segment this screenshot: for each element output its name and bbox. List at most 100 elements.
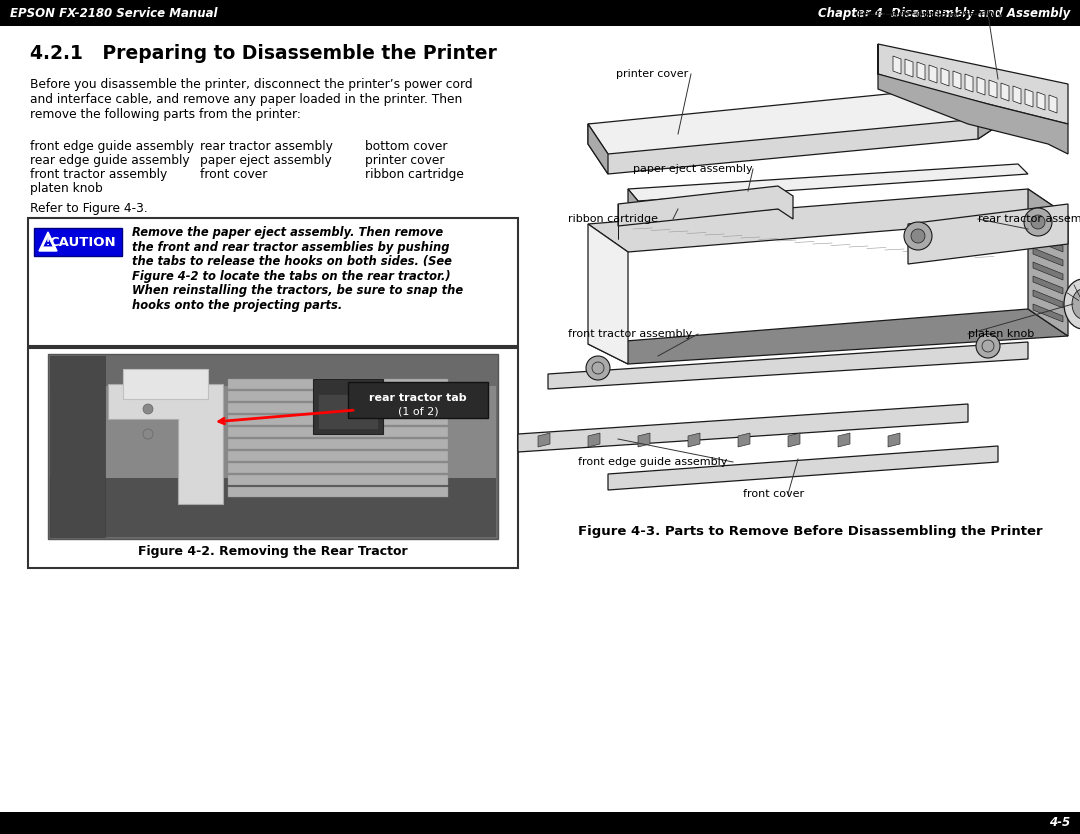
Text: front edge guide assembly: front edge guide assembly	[30, 140, 194, 153]
Polygon shape	[1032, 304, 1063, 322]
Text: rear tractor tab: rear tractor tab	[369, 393, 467, 403]
Bar	[28, 348, 518, 568]
Bar	[50, 386, 496, 478]
Polygon shape	[538, 433, 550, 447]
Polygon shape	[905, 59, 913, 77]
Bar	[33, 228, 122, 256]
Polygon shape	[588, 89, 993, 154]
Text: front tractor assembly: front tractor assembly	[568, 329, 692, 339]
Text: paper eject assembly: paper eject assembly	[200, 154, 332, 167]
Polygon shape	[1032, 290, 1063, 308]
Text: 4.2.1   Preparing to Disassemble the Printer: 4.2.1 Preparing to Disassemble the Print…	[30, 44, 497, 63]
Polygon shape	[929, 65, 937, 83]
Polygon shape	[978, 109, 993, 139]
Polygon shape	[1037, 92, 1045, 110]
Polygon shape	[966, 74, 973, 92]
Polygon shape	[548, 342, 1028, 389]
Polygon shape	[588, 433, 600, 447]
Polygon shape	[888, 433, 900, 447]
Bar	[228, 427, 448, 437]
Text: Figure 4-2. Removing the Rear Tractor: Figure 4-2. Removing the Rear Tractor	[138, 545, 408, 559]
Bar	[228, 439, 448, 449]
Text: front edge guide assembly: front edge guide assembly	[578, 457, 727, 467]
Polygon shape	[1013, 86, 1021, 104]
Circle shape	[1031, 215, 1045, 229]
Polygon shape	[1028, 189, 1068, 336]
Polygon shape	[588, 189, 1068, 252]
Bar	[48, 354, 498, 539]
Text: paper eject assembly: paper eject assembly	[633, 164, 753, 174]
Polygon shape	[941, 68, 949, 86]
Text: Figure 4-3. Parts to Remove Before Disassembling the Printer: Figure 4-3. Parts to Remove Before Disas…	[578, 525, 1043, 539]
Circle shape	[904, 222, 932, 250]
Polygon shape	[1032, 276, 1063, 294]
Text: When reinstalling the tractors, be sure to snap the: When reinstalling the tractors, be sure …	[132, 284, 463, 297]
Polygon shape	[1049, 95, 1057, 113]
Polygon shape	[1032, 262, 1063, 280]
Text: front cover: front cover	[200, 168, 268, 181]
Circle shape	[592, 362, 604, 374]
Polygon shape	[518, 404, 968, 452]
Polygon shape	[688, 433, 700, 447]
Polygon shape	[588, 309, 1068, 364]
Ellipse shape	[1064, 279, 1080, 329]
Text: the front and rear tractor assemblies by pushing: the front and rear tractor assemblies by…	[132, 240, 449, 254]
Bar	[348, 382, 488, 418]
Bar	[228, 403, 448, 413]
Text: ribbon cartridge: ribbon cartridge	[365, 168, 464, 181]
Text: printer cover: printer cover	[616, 69, 688, 79]
Bar	[228, 475, 448, 485]
Text: printer cover: printer cover	[365, 154, 445, 167]
Text: Chapter 4  Disassembly and Assembly: Chapter 4 Disassembly and Assembly	[818, 7, 1070, 19]
Ellipse shape	[1072, 289, 1080, 319]
Polygon shape	[627, 189, 638, 212]
Polygon shape	[738, 433, 750, 447]
Polygon shape	[908, 204, 1068, 264]
Text: Refer to Figure 4-3.: Refer to Figure 4-3.	[30, 202, 148, 215]
Circle shape	[143, 404, 153, 414]
Text: and interface cable, and remove any paper loaded in the printer. Then: and interface cable, and remove any pape…	[30, 93, 462, 106]
Polygon shape	[878, 44, 1068, 154]
Polygon shape	[1032, 248, 1063, 266]
Text: Figure 4-2 to locate the tabs on the rear tractor.): Figure 4-2 to locate the tabs on the rea…	[132, 269, 450, 283]
Text: ribbon cartridge: ribbon cartridge	[568, 214, 658, 224]
Polygon shape	[618, 186, 793, 226]
Bar	[50, 356, 105, 537]
Text: 4-5: 4-5	[1049, 816, 1070, 830]
Polygon shape	[588, 224, 627, 364]
Bar	[313, 379, 383, 434]
Polygon shape	[39, 232, 57, 251]
Text: rear edge guide assembly: rear edge guide assembly	[858, 9, 1003, 19]
Text: rear tractor assembly: rear tractor assembly	[978, 214, 1080, 224]
Bar	[0, 0, 1080, 26]
Bar	[28, 218, 518, 346]
Bar	[228, 463, 448, 473]
Polygon shape	[989, 80, 997, 98]
Circle shape	[1024, 208, 1052, 236]
Circle shape	[912, 229, 924, 243]
Bar	[50, 476, 496, 537]
Polygon shape	[878, 44, 1068, 124]
Polygon shape	[1025, 89, 1032, 107]
Bar	[0, 812, 1080, 834]
Text: hooks onto the projecting parts.: hooks onto the projecting parts.	[132, 299, 342, 312]
Bar	[228, 415, 448, 425]
Bar	[123, 369, 208, 399]
Text: rear edge guide assembly: rear edge guide assembly	[30, 154, 190, 167]
Polygon shape	[588, 109, 993, 174]
Text: !: !	[46, 238, 50, 247]
Polygon shape	[588, 124, 608, 174]
Text: the tabs to release the hooks on both sides. (See: the tabs to release the hooks on both si…	[132, 255, 451, 268]
Text: rear tractor assembly: rear tractor assembly	[200, 140, 333, 153]
Text: front cover: front cover	[743, 489, 805, 499]
Polygon shape	[627, 164, 1028, 201]
Bar	[318, 394, 378, 429]
Polygon shape	[108, 384, 222, 504]
Circle shape	[976, 334, 1000, 358]
Polygon shape	[917, 62, 924, 80]
Circle shape	[586, 356, 610, 380]
Text: platen knob: platen knob	[968, 329, 1035, 339]
Bar	[228, 487, 448, 497]
Polygon shape	[1001, 83, 1009, 101]
Polygon shape	[788, 433, 800, 447]
